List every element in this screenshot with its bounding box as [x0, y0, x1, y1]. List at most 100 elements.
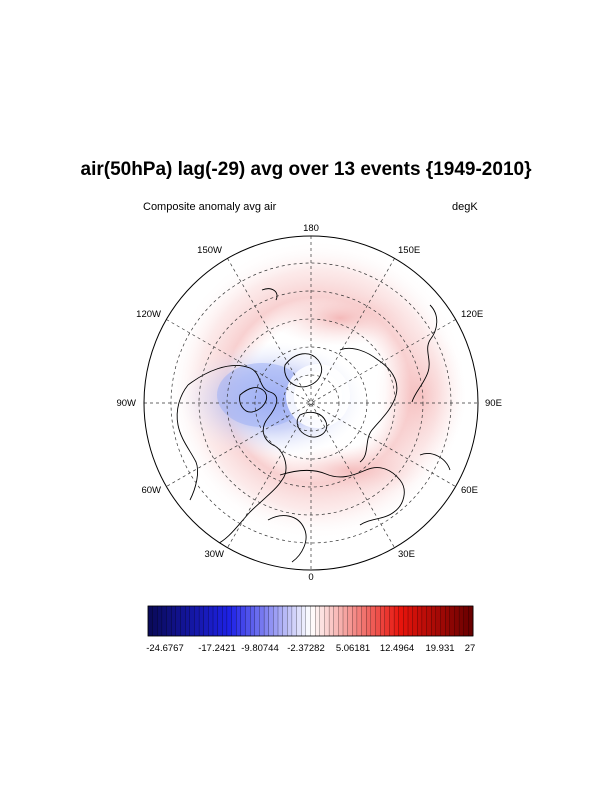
colorbar-swatch [245, 605, 251, 637]
lon-label-120e: 120E [461, 309, 483, 320]
colorbar-swatch [356, 605, 362, 637]
colorbar-swatch [319, 605, 325, 637]
colorbar-swatch [333, 605, 339, 637]
lon-label-150w: 150W [197, 245, 222, 256]
colorbar-swatch [226, 605, 232, 637]
colorbar-swatch [431, 605, 437, 637]
colorbar-swatch [208, 605, 214, 637]
colorbar-swatch [458, 605, 465, 637]
colorbar-swatch [440, 605, 446, 637]
lon-label-60e: 60E [461, 485, 478, 496]
colorbar-swatch [342, 605, 349, 637]
colorbar-swatch [398, 605, 404, 637]
colorbar-swatch [347, 605, 353, 637]
colorbar-swatch [403, 605, 409, 637]
colorbar-swatch [305, 605, 311, 637]
colorbar-swatch [375, 605, 381, 637]
colorbar [147, 605, 474, 637]
colorbar-swatch [212, 605, 219, 637]
colorbar-swatch [370, 605, 376, 637]
colorbar-swatch [203, 605, 209, 637]
colorbar-swatch [250, 605, 256, 637]
colorbar-swatch [454, 605, 460, 637]
colorbar-swatch [407, 605, 414, 637]
colorbar-swatch [268, 605, 274, 637]
colorbar-swatch [291, 605, 297, 637]
colorbar-swatch [338, 605, 344, 637]
colorbar-swatch [277, 605, 284, 637]
colorbar-swatch [315, 605, 321, 637]
colorbar-tick-label: 27 [465, 643, 476, 654]
colorbar-swatch [366, 605, 372, 637]
colorbar-swatch [463, 605, 469, 637]
colorbar-swatch [389, 605, 395, 637]
colorbar-swatch [380, 605, 386, 637]
colorbar-swatch [222, 605, 228, 637]
lon-label-150e: 150E [398, 245, 420, 256]
colorbar-swatch [449, 605, 455, 637]
colorbar-swatch [324, 605, 330, 637]
colorbar-swatch [171, 605, 177, 637]
colorbar-border [147, 605, 474, 637]
colorbar-swatch [259, 605, 265, 637]
colorbar-swatch [166, 605, 172, 637]
longitude-labels: 180 0 90W 90E 150W 150E 120W 120E 60W 60… [116, 223, 501, 583]
colorbar-tick-label: -24.6767 [146, 643, 184, 654]
colorbar-swatch [236, 605, 242, 637]
colorbar-swatch [301, 605, 307, 637]
colorbar-swatch [263, 605, 270, 637]
colorbar-swatch [282, 605, 288, 637]
colorbar-swatch [152, 605, 158, 637]
lon-label-120w: 120W [136, 309, 161, 320]
colorbar-swatch [217, 605, 223, 637]
lon-label-90e: 90E [485, 398, 502, 409]
colorbar-swatch [287, 605, 293, 637]
colorbar-labels: -24.6767 -17.2421 -9.80744 -2.37282 5.06181 1… [146, 643, 475, 654]
colorbar-swatch [185, 605, 191, 637]
colorbar-swatch [421, 605, 427, 637]
colorbar-swatch [310, 605, 316, 637]
units-label: degK [452, 201, 478, 213]
colorbar-swatch [445, 605, 451, 637]
colorbar-swatch [273, 605, 279, 637]
lon-label-180: 180 [303, 223, 319, 234]
colorbar-swatch [393, 605, 400, 637]
colorbar-swatch [175, 605, 181, 637]
colorbar-swatch [240, 605, 246, 637]
graticule [144, 236, 478, 570]
colorbar-swatch [352, 605, 358, 637]
colorbar-swatch [384, 605, 390, 637]
colorbar-swatch [198, 605, 205, 637]
colorbar-swatch [231, 605, 237, 637]
colorbar-swatch [468, 605, 474, 637]
colorbar-tick-label: -17.2421 [198, 643, 236, 654]
colorbar-swatch [296, 605, 302, 637]
colorbar-swatch [157, 605, 163, 637]
lon-label-0: 0 [308, 572, 313, 583]
colorbar-swatch [180, 605, 186, 637]
plot-title: air(50hPa) lag(-29) avg over 13 events {… [80, 159, 532, 180]
anomaly-shading [168, 240, 468, 540]
colorbar-swatch [328, 605, 335, 637]
colorbar-swatch [361, 605, 367, 637]
left-subtitle: Composite anomaly avg air [143, 201, 277, 213]
colorbar-tick-label: -2.37282 [287, 643, 325, 654]
lon-label-60w: 60W [141, 485, 161, 496]
map-boundary [143, 235, 479, 571]
colorbar-swatch [189, 605, 195, 637]
colorbar-tick-label: 12.4964 [380, 643, 414, 654]
colorbar-swatch [161, 605, 167, 637]
colorbar-swatch [147, 605, 154, 637]
colorbar-swatch [426, 605, 432, 637]
colorbar-swatch [412, 605, 418, 637]
lon-label-30e: 30E [398, 549, 415, 560]
colorbar-tick-label: -9.80744 [241, 643, 279, 654]
colorbar-swatch [254, 605, 260, 637]
lon-label-90w: 90W [116, 398, 136, 409]
lon-label-30w: 30W [204, 549, 224, 560]
colorbar-swatch [417, 605, 423, 637]
colorbar-tick-label: 19.931 [425, 643, 454, 654]
colorbar-swatch [194, 605, 200, 637]
colorbar-swatch [435, 605, 441, 637]
